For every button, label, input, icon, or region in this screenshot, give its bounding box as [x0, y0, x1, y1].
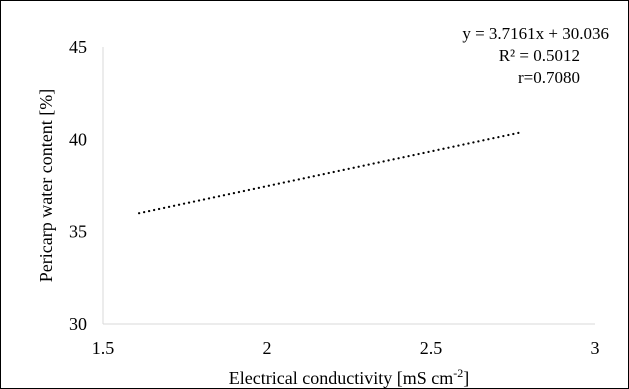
y-axis-title: Pericarp water content [%] — [36, 89, 56, 282]
x-tick-label: 2.5 — [420, 338, 443, 358]
x-axis-title: Electrical conductivity [mS cm-2] — [229, 366, 469, 388]
regression-annotation: y = 3.7161x + 30.036 — [462, 24, 609, 43]
regression-annotation: R² = 0.5012 — [499, 46, 580, 65]
y-tick-label: 35 — [69, 222, 87, 242]
x-tick-label: 1.5 — [92, 338, 115, 358]
y-tick-label: 45 — [69, 37, 87, 57]
x-tick-label: 2 — [263, 338, 272, 358]
y-tick-label: 40 — [69, 129, 87, 149]
trendline — [137, 130, 524, 215]
x-axis-title-superscript: -2 — [453, 366, 463, 380]
regression-annotation: r=0.7080 — [518, 68, 580, 87]
x-tick-label: 3 — [591, 338, 600, 358]
y-tick-label: 30 — [69, 314, 87, 334]
x-axis-title-suffix: ] — [463, 368, 469, 388]
x-axis-title-main: Electrical conductivity [mS cm — [229, 368, 453, 388]
